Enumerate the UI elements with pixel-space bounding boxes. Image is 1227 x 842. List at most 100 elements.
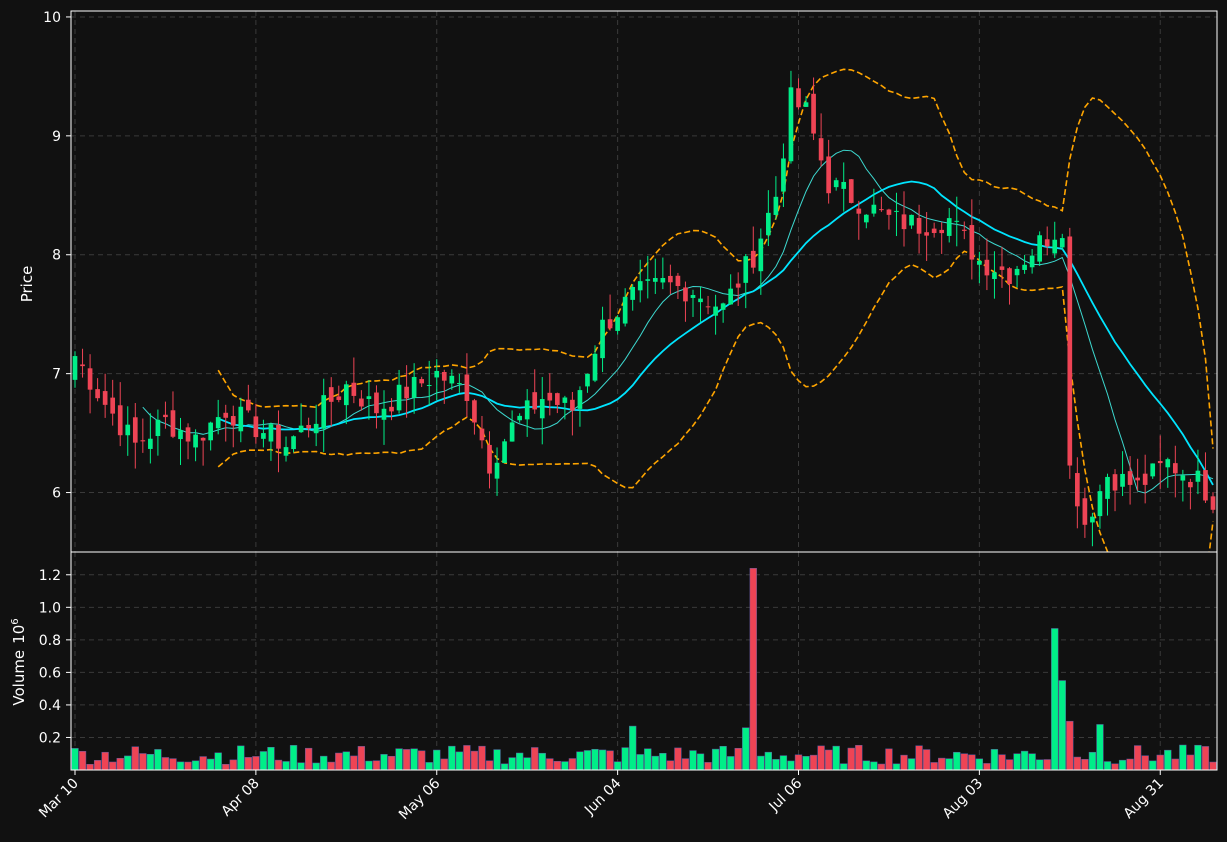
volume-bar [304, 747, 313, 771]
volume-bar [885, 748, 893, 771]
candle-body [1052, 239, 1058, 254]
volume-bar [207, 758, 215, 771]
volume-bar [372, 760, 381, 771]
volume-bar [1194, 744, 1202, 771]
volume-bar [1111, 763, 1119, 771]
volume-bar [666, 760, 675, 771]
candle-body [803, 102, 809, 107]
candle-body [758, 238, 764, 272]
candle-body [796, 88, 801, 108]
candle-body [1172, 463, 1178, 474]
x-tick-label: Aug 31 [1121, 776, 1167, 822]
volume-bar [139, 753, 147, 771]
candle-body [261, 433, 266, 439]
volume-bar [531, 747, 539, 771]
candle-body [328, 387, 334, 402]
candle-body [253, 416, 259, 438]
volume-bar [327, 761, 335, 771]
volume-bar [1088, 751, 1097, 771]
candle-body [622, 296, 628, 324]
candle-body [374, 392, 379, 414]
volume-bar [169, 758, 177, 771]
volume-bar [176, 761, 185, 771]
candle-body [170, 410, 176, 437]
candle-body [283, 447, 289, 456]
candle-body [1007, 268, 1012, 284]
volume-bar [930, 762, 938, 771]
candle-body [954, 220, 960, 222]
candle-body [366, 396, 372, 399]
candle-body [750, 250, 756, 268]
volume-bar [681, 758, 690, 771]
candle-body [879, 209, 884, 211]
volume-bar [779, 755, 788, 771]
volume-bar [109, 761, 117, 771]
volume-bar [78, 750, 87, 771]
candle-body [547, 392, 553, 401]
volume-bar [395, 748, 403, 771]
price-tick-label: 9 [52, 129, 61, 145]
candle-body [826, 156, 831, 194]
volume-bar [915, 745, 923, 771]
volume-bar [222, 763, 230, 771]
candle-body [1195, 470, 1201, 482]
volume-bar [470, 750, 479, 771]
candle-body [517, 415, 522, 421]
volume-bar [1133, 745, 1142, 771]
volume-bar [448, 745, 456, 771]
candle-body [457, 383, 462, 385]
candle-body [894, 210, 899, 212]
volume-bar [71, 748, 79, 771]
candle-body [1059, 238, 1065, 248]
candle-body [434, 370, 440, 378]
volume-bar [1126, 758, 1134, 771]
volume-bar [191, 760, 200, 771]
candle-body [607, 319, 613, 329]
candle-body [80, 364, 85, 367]
candle-body [313, 423, 319, 434]
volume-bar [259, 751, 268, 771]
volume-bar [606, 750, 614, 771]
volume-bar [757, 755, 765, 771]
volume-bar [983, 763, 991, 771]
volume-tick-label: 1.2 [39, 568, 61, 584]
candle-body [705, 306, 711, 308]
volume-bar [1103, 761, 1112, 771]
candle-body [1188, 481, 1193, 488]
candle-body [230, 416, 236, 426]
candle-body [984, 259, 990, 276]
volume-bar [485, 760, 494, 771]
volume-bar [900, 754, 908, 771]
candle-body [1120, 473, 1125, 487]
volume-bar [1013, 753, 1021, 771]
candle-body [781, 158, 786, 192]
volume-bar [960, 753, 968, 771]
candle-body [246, 399, 251, 411]
volume-tick-label: 0.2 [39, 730, 61, 746]
candle-body [321, 395, 327, 429]
volume-bar [877, 763, 886, 771]
volume-bar [146, 753, 155, 771]
candle-body [404, 386, 409, 399]
candle-body [863, 214, 869, 223]
volume-bar [576, 751, 584, 771]
candle-body [848, 179, 854, 203]
candle-body [554, 393, 560, 405]
candle-body [298, 425, 304, 433]
candle-body [999, 266, 1005, 270]
candle-body [419, 379, 425, 384]
volume-bar [1096, 724, 1104, 771]
volume-bar [252, 756, 260, 771]
x-tick-label: Apr 08 [219, 776, 263, 820]
volume-bar [1081, 759, 1089, 771]
volume-bar [365, 760, 373, 771]
candle-body [811, 93, 816, 134]
volume-bar [1171, 758, 1179, 771]
candle-body [1210, 496, 1216, 510]
volume-bar [380, 754, 388, 771]
candle-body [585, 373, 590, 387]
candle-body [163, 414, 168, 418]
volume-bar [86, 763, 94, 771]
volume-bar [516, 752, 524, 771]
volume-bars [71, 568, 1217, 771]
